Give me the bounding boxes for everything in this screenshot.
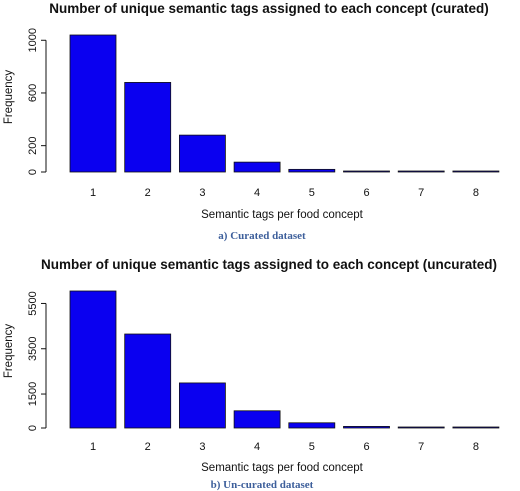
bar-8: [452, 170, 500, 173]
x-tick-label: 8: [473, 187, 479, 199]
x-axis-label: Semantic tags per food concept: [201, 462, 364, 474]
chart-uncurated: Number of unique semantic tags assigned …: [3, 257, 500, 491]
chart-caption: a) Curated dataset: [218, 230, 306, 242]
x-tick-label: 5: [309, 441, 315, 453]
x-tick-label: 1: [90, 187, 96, 199]
bar-7: [397, 170, 445, 173]
chart-caption: b) Un-curated dataset: [211, 479, 314, 491]
y-axis-label: Frequency: [3, 70, 15, 125]
bar-7: [397, 426, 445, 429]
x-tick-label: 2: [145, 441, 151, 453]
x-tick-label: 6: [363, 187, 369, 199]
bar-2: [124, 333, 172, 429]
x-tick-label: 6: [363, 441, 369, 453]
bar-4: [233, 161, 281, 173]
x-tick-label: 3: [199, 441, 205, 453]
chart-curated: Number of unique semantic tags assigned …: [3, 1, 500, 242]
bar-4: [233, 410, 281, 429]
x-tick-label: 5: [309, 187, 315, 199]
y-tick-label: 200: [27, 136, 39, 154]
bar-5: [288, 422, 336, 429]
y-tick-label: 5500: [27, 291, 39, 315]
bar-8: [452, 426, 500, 429]
y-tick-label: 0: [27, 425, 39, 431]
bar-1: [69, 34, 117, 173]
bar-3: [178, 134, 226, 173]
bar-6: [343, 426, 390, 429]
chart-title: Number of unique semantic tags assigned …: [41, 257, 497, 272]
plot-area: 1 2 3 4 5 6 7 8 0 200 600 1000: [27, 28, 500, 199]
chart-title: Number of unique semantic tags assigned …: [49, 1, 489, 16]
x-axis-label: Semantic tags per food concept: [201, 209, 364, 221]
x-tick-label: 3: [199, 187, 205, 199]
x-tick-label: 4: [254, 187, 260, 199]
y-tick-label: 1000: [27, 28, 39, 52]
x-tick-label: 2: [145, 187, 151, 199]
x-tick-label: 1: [90, 441, 96, 453]
bar-6: [343, 170, 390, 173]
bar-5: [288, 168, 336, 173]
y-axis-label: Frequency: [3, 324, 15, 379]
bar-3: [178, 382, 226, 429]
y-tick-label: 0: [27, 169, 39, 175]
x-tick-label: 8: [473, 441, 479, 453]
plot-area: 1 2 3 4 5 6 7 8 0 1500 3500 5500: [27, 290, 500, 453]
x-tick-label: 7: [418, 187, 424, 199]
y-tick-label: 600: [27, 84, 39, 102]
y-tick-label: 1500: [27, 382, 39, 406]
bar-2: [124, 82, 172, 173]
x-tick-label: 7: [418, 441, 424, 453]
x-tick-label: 4: [254, 441, 260, 453]
bar-1: [69, 290, 117, 429]
y-tick-label: 3500: [27, 337, 39, 361]
